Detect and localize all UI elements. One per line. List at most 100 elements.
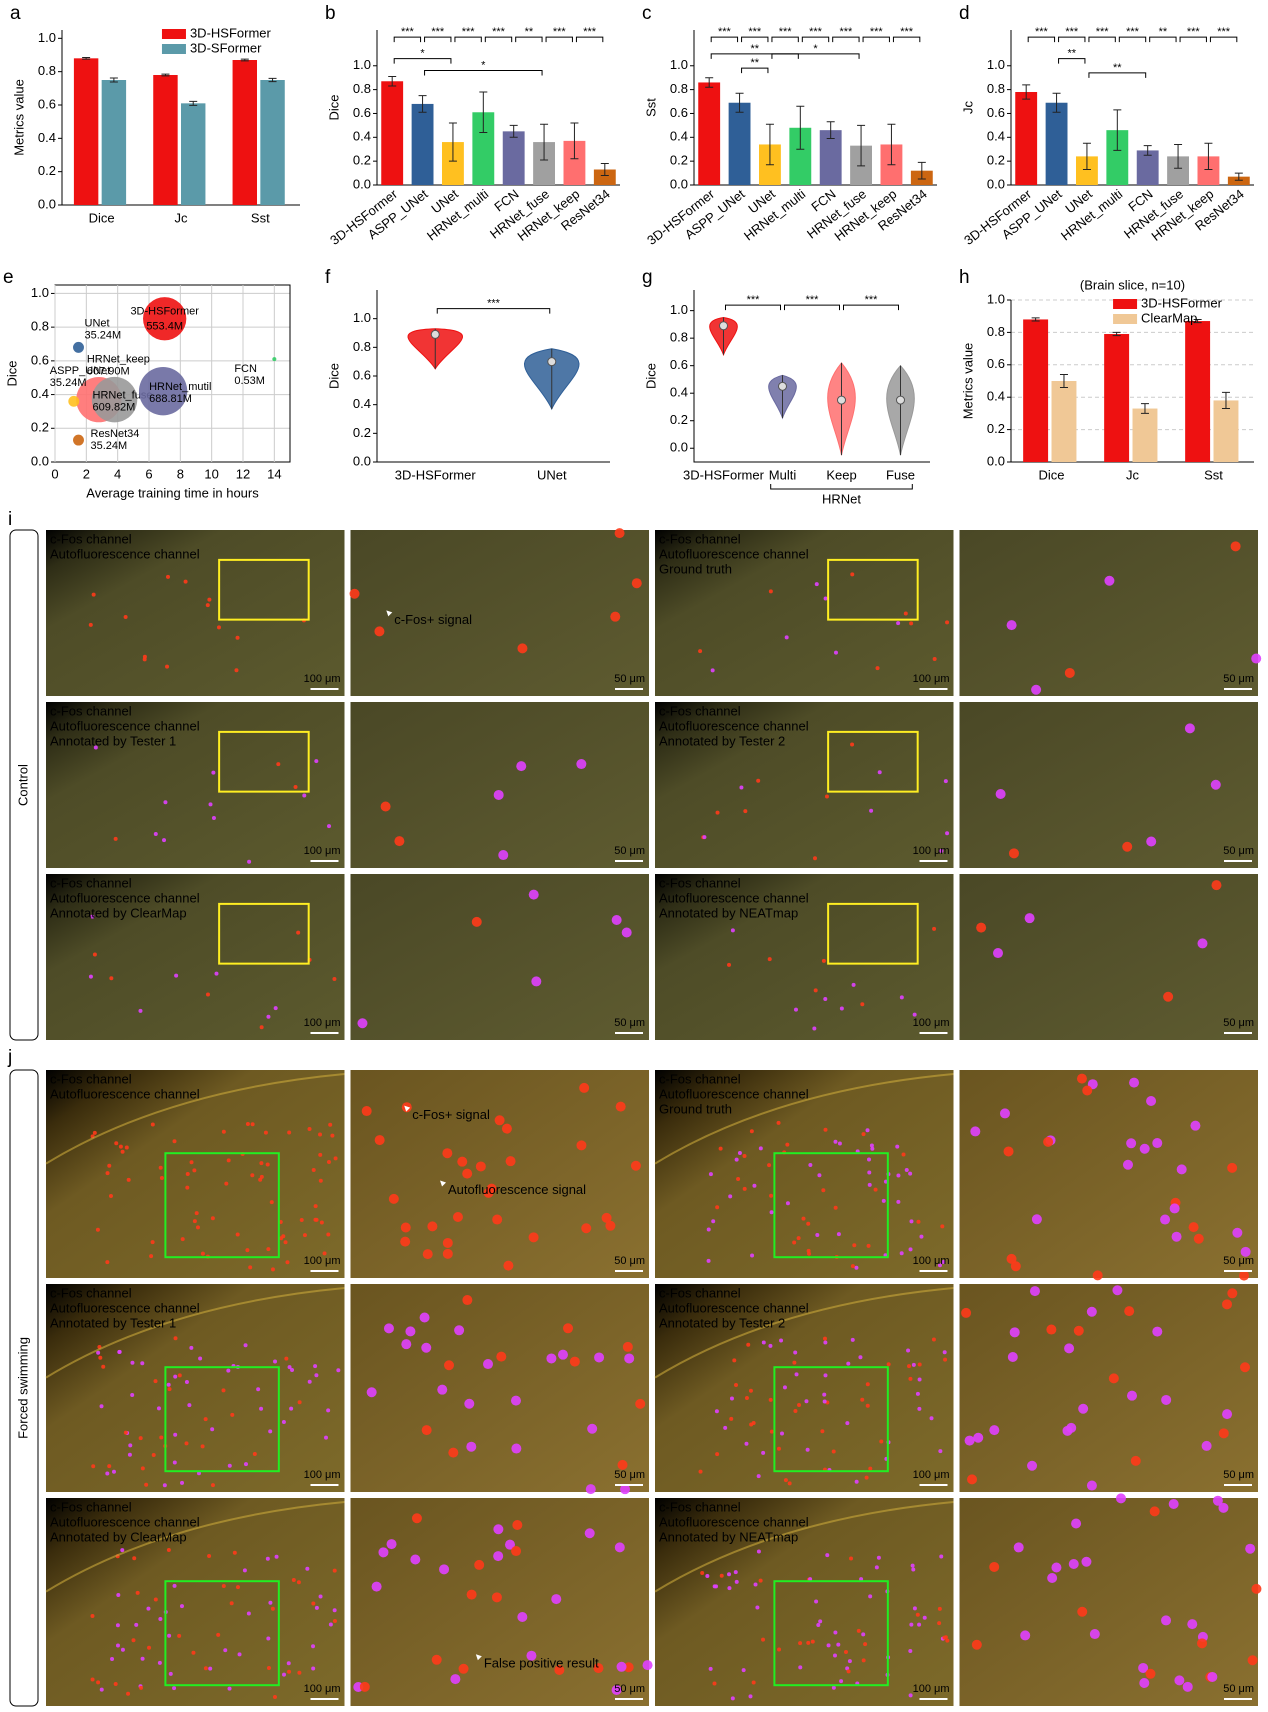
cell-dot — [1043, 1136, 1054, 1147]
sig-label: * — [813, 43, 818, 55]
cell-dot — [808, 1163, 813, 1168]
y-tick-label: 1.0 — [38, 30, 56, 45]
cell-dot — [761, 1340, 766, 1345]
cell-dot — [115, 1643, 120, 1648]
channel-label: Autofluorescence channel — [659, 718, 809, 733]
micrograph — [959, 702, 1258, 868]
cell-dot — [232, 1550, 237, 1555]
y-tick-label: 0.4 — [353, 396, 371, 411]
cell-dot — [305, 1566, 310, 1571]
panel-letter: h — [959, 267, 970, 288]
x-axis-label: Average training time in hours — [86, 485, 259, 500]
cell-dot — [1174, 1675, 1185, 1686]
channel-label: c-Fos channel — [50, 1071, 132, 1086]
y-axis-label: Dice — [326, 363, 341, 389]
cell-dot — [172, 1139, 177, 1144]
bar — [1076, 156, 1098, 185]
x-tick-label: Keep — [826, 467, 856, 482]
error-bar — [1059, 374, 1068, 388]
sig-label: *** — [1126, 26, 1140, 38]
error-bar — [268, 77, 277, 83]
cell-dot — [866, 1243, 871, 1248]
sig-label: ** — [750, 43, 759, 55]
cell-dot — [867, 1182, 872, 1187]
cell-dot — [879, 1439, 884, 1444]
cell-dot — [937, 1606, 942, 1611]
cell-dot — [976, 922, 987, 933]
axes — [1010, 300, 1254, 463]
cell-dot — [908, 1171, 913, 1176]
cell-dot — [96, 1680, 101, 1685]
y-tick-label: 1.0 — [353, 57, 371, 72]
cell-dot — [698, 649, 703, 654]
cell-dot — [388, 1193, 399, 1204]
cell-dot — [971, 1639, 982, 1650]
cell-dot — [912, 1606, 917, 1611]
cell-dot — [116, 1593, 121, 1598]
x-tick-label: 6 — [145, 466, 152, 481]
cell-dot — [250, 1173, 255, 1178]
cell-dot — [457, 1156, 468, 1167]
y-tick-label: 0.8 — [31, 319, 49, 334]
legend-swatch — [1113, 314, 1138, 324]
cell-dot — [576, 759, 587, 770]
cell-dot — [226, 1368, 231, 1373]
bar — [1185, 321, 1211, 462]
cell-dot — [617, 1459, 628, 1470]
cell-dot — [911, 1567, 916, 1572]
cell-dot — [1077, 1606, 1088, 1617]
cell-dot — [1227, 1162, 1238, 1173]
zoom-box — [218, 558, 310, 621]
cell-dot — [318, 1594, 323, 1599]
group-frame — [9, 529, 39, 1041]
cell-dot — [1182, 1681, 1193, 1692]
bubble-label: ResNet34 — [91, 428, 140, 440]
cell-dot — [785, 1142, 790, 1147]
channel-label: c-Fos channel — [659, 531, 741, 546]
cell-dot — [864, 1475, 869, 1480]
cell-dot — [999, 1108, 1010, 1119]
scale-label: 100 μm — [304, 1469, 341, 1481]
cell-dot — [126, 1691, 131, 1696]
bar — [789, 127, 812, 185]
bubble-size-label: 35.24M — [50, 377, 87, 389]
cell-dot — [1169, 1203, 1180, 1214]
cell-dot — [493, 789, 504, 800]
cell-dot — [172, 1583, 177, 1588]
cell-dot — [945, 1638, 950, 1643]
y-tick-label: 0.4 — [31, 386, 49, 401]
cell-dot — [173, 1336, 178, 1341]
cell-dot — [768, 589, 773, 594]
cell-dot — [793, 1007, 798, 1012]
note-label: Autofluorescence signal — [448, 1182, 586, 1197]
cell-dot — [419, 1312, 430, 1323]
sig-bracket — [771, 53, 860, 59]
error-bar — [1174, 143, 1183, 169]
cell-dot — [328, 1622, 333, 1627]
cell-dot — [1227, 1288, 1238, 1299]
channel-label: Ground truth — [659, 561, 732, 576]
cell-dot — [903, 611, 908, 616]
cell-dot — [326, 1232, 331, 1237]
channel-label: c-Fos channel — [50, 1499, 132, 1514]
cell-dot — [768, 1343, 773, 1348]
sig-label: *** — [1035, 26, 1049, 38]
sig-bracket — [424, 70, 543, 76]
cell-dot — [99, 1687, 104, 1692]
cell-dot — [813, 988, 818, 993]
cell-dot — [177, 1373, 182, 1378]
cell-dot — [1064, 1343, 1075, 1354]
cell-dot — [297, 1400, 302, 1405]
cell-dot — [211, 770, 216, 775]
note-arrow — [386, 610, 393, 617]
error-bar — [509, 124, 518, 138]
cell-dot — [281, 1672, 286, 1677]
cell-dot — [126, 1177, 131, 1182]
cell-dot — [1218, 1502, 1229, 1513]
bubble-size-label: 607.90M — [87, 366, 130, 378]
cell-dot — [837, 1141, 842, 1146]
x-tick-label: 2 — [83, 466, 90, 481]
cell-dot — [719, 1573, 724, 1578]
cell-dot — [208, 802, 213, 807]
cell-dot — [787, 1481, 792, 1486]
